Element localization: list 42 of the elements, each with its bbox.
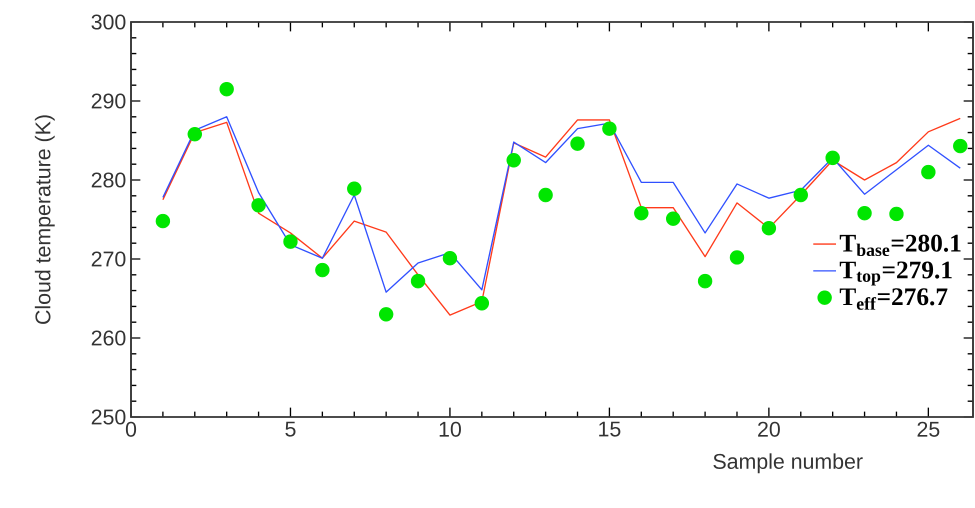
x-tick-label: 0 bbox=[126, 422, 136, 437]
point bbox=[156, 214, 170, 228]
x-tick-label: 5 bbox=[285, 422, 296, 437]
y-tick-label: 270 bbox=[92, 251, 126, 267]
y-tick-label: 260 bbox=[92, 330, 126, 346]
y-axis-title: Cloud temperature (K) bbox=[34, 115, 55, 324]
x-tick-label: 15 bbox=[599, 422, 620, 437]
point bbox=[889, 206, 904, 222]
y-tick-label: 280 bbox=[92, 172, 126, 188]
point bbox=[378, 307, 394, 322]
point bbox=[506, 153, 521, 168]
point bbox=[921, 164, 936, 180]
point bbox=[188, 126, 202, 142]
legend-label: T$_{base}$=280.1 bbox=[840, 234, 961, 256]
point bbox=[219, 82, 234, 96]
x-tick-label: 25 bbox=[918, 422, 940, 437]
point bbox=[602, 121, 617, 136]
legend-label: T$_{top}$=279.1 bbox=[840, 262, 952, 286]
point bbox=[251, 198, 266, 212]
point bbox=[762, 220, 776, 236]
point bbox=[410, 274, 426, 288]
point bbox=[825, 150, 840, 166]
legend-label: T$_{eff}$=276.7 bbox=[840, 288, 948, 310]
point bbox=[570, 136, 585, 151]
point bbox=[730, 250, 744, 265]
point bbox=[315, 262, 330, 278]
point bbox=[474, 296, 490, 310]
point bbox=[442, 251, 458, 266]
point bbox=[347, 181, 362, 196]
point bbox=[538, 188, 553, 202]
y-tick-label: 300 bbox=[92, 14, 126, 30]
y-tick-label: 250 bbox=[92, 409, 126, 425]
point bbox=[698, 274, 712, 288]
point bbox=[666, 212, 680, 226]
point bbox=[857, 206, 872, 220]
x-tick-label: 10 bbox=[440, 422, 461, 437]
point bbox=[794, 188, 808, 202]
x-tick-label: 20 bbox=[758, 422, 780, 437]
point bbox=[634, 206, 649, 220]
x-axis-title: Sample number bbox=[713, 453, 863, 474]
point bbox=[283, 234, 298, 249]
y-tick-label: 290 bbox=[92, 93, 126, 109]
